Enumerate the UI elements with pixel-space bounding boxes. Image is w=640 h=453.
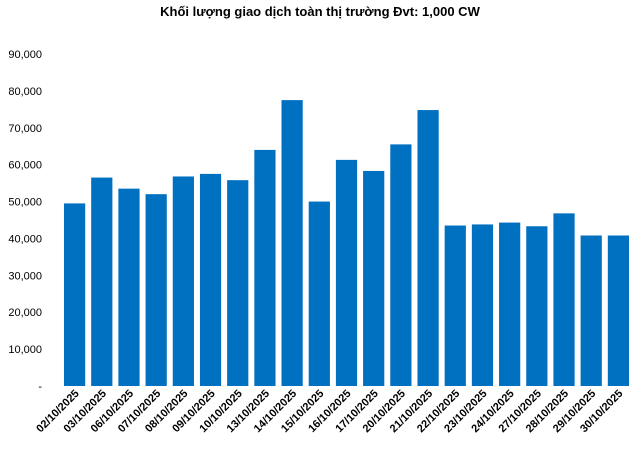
bar — [607, 235, 630, 386]
bar — [91, 177, 113, 386]
bar — [444, 225, 466, 386]
bar — [254, 149, 276, 386]
bar — [145, 194, 167, 386]
bar — [580, 235, 602, 386]
y-tick-label: 30,000 — [8, 270, 42, 282]
y-tick-label: 50,000 — [8, 197, 42, 209]
bar — [281, 100, 303, 387]
y-tick-label: 80,000 — [8, 86, 42, 98]
bar — [471, 224, 494, 386]
bar — [308, 201, 330, 386]
bar — [417, 110, 439, 386]
y-tick-label: 20,000 — [8, 307, 42, 319]
bar — [227, 180, 249, 386]
bar — [390, 144, 412, 386]
y-tick-label: 70,000 — [8, 123, 42, 135]
chart-title: Khối lượng giao dịch toàn thị trường Đvt… — [160, 4, 480, 19]
y-tick-label: - — [38, 381, 42, 393]
bar — [363, 170, 385, 386]
y-tick-label: 40,000 — [8, 233, 42, 245]
bar — [172, 176, 194, 386]
bar — [118, 188, 140, 386]
y-tick-label: 10,000 — [8, 344, 42, 356]
bar — [199, 173, 222, 386]
bar — [499, 222, 521, 386]
bar — [553, 213, 575, 386]
bar — [63, 203, 86, 386]
bar — [526, 226, 548, 386]
y-tick-label: 60,000 — [8, 160, 42, 172]
y-tick-label: 90,000 — [8, 49, 42, 61]
bar — [335, 159, 358, 386]
